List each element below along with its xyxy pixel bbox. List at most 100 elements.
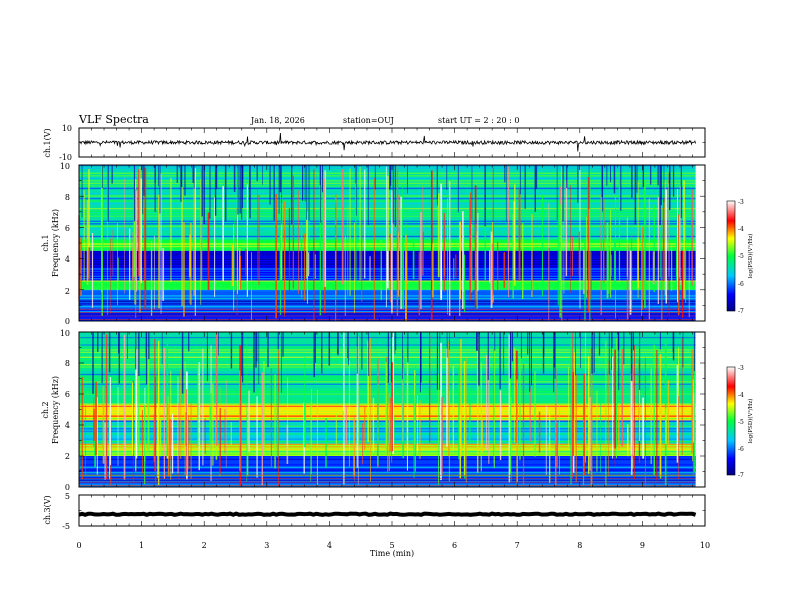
spectrogram-stripe: [79, 230, 696, 233]
spectrogram-stripe: [79, 202, 696, 205]
cb2-label: log(PSD)(V²/Hz): [747, 399, 754, 444]
ch3-ytick-top: 5: [65, 492, 70, 501]
ch2-spec-ytick-10: 10: [60, 329, 70, 338]
figure-title: VLF Spectra: [78, 113, 149, 126]
spectrogram-stripe: [79, 197, 696, 200]
spectrogram-stripe: [79, 316, 696, 318]
ch1-ytick-top: 10: [62, 124, 72, 133]
time-tick-label-1: 1: [139, 541, 144, 550]
spectrogram-stripe: [79, 170, 696, 172]
ch3-waveform-panel: 5 -5 ch.3(V): [43, 492, 706, 531]
ch1-spec-ytick-10: 10: [60, 162, 70, 171]
spectrogram-stripe: [79, 215, 696, 217]
time-tick-label-9: 9: [640, 541, 645, 550]
spectrogram-stripe: [79, 195, 696, 197]
ch1-spectrogram-yticks: 0 2 4 6 8 10: [60, 162, 70, 326]
time-tick-label-4: 4: [327, 541, 332, 550]
spectrogram-stripe: [79, 182, 696, 185]
spectrogram-stripe: [79, 210, 696, 212]
cb2-tick-m5: -5: [738, 419, 744, 426]
ch1-spectrogram-ticks: [78, 164, 706, 322]
spectrogram-stripe: [79, 245, 696, 248]
time-tick-label-8: 8: [577, 541, 582, 550]
spectrogram-stripe: [79, 339, 696, 341]
ch1-colorbar: -3 -4 -5 -6 -7 log(PSD)(V²/Hz): [726, 199, 754, 315]
ch1-axis-ticks: [78, 127, 706, 158]
spectrogram-stripe: [79, 289, 696, 292]
spectrogram-stripe: [79, 295, 696, 297]
ch1-spec-ytick-6: 6: [65, 224, 70, 233]
station-label: station=OUJ: [343, 116, 394, 125]
date-label: Jan. 18, 2026: [250, 116, 305, 125]
ch1-spec-ylabel-channel: ch.1: [41, 234, 50, 251]
ch1-spec-ytick-4: 4: [65, 255, 70, 264]
time-tick-label-3: 3: [264, 541, 269, 550]
spectrogram-stripe: [79, 180, 696, 182]
spectrogram-stripe: [79, 292, 696, 294]
ch2-spec-ytick-8: 8: [65, 359, 70, 368]
ch2-spec-ytick-4: 4: [65, 421, 70, 430]
spectrogram-stripe: [79, 220, 696, 223]
spectrogram-stripe: [79, 344, 696, 346]
spectrogram-stripe: [79, 167, 696, 169]
spectrogram-stripe: [79, 213, 696, 215]
spectrogram-stripe: [79, 341, 696, 344]
ch2-spectrogram-ticks: [78, 331, 706, 488]
spectrogram-stripe: [79, 248, 696, 250]
ch1-spec-ytick-0: 0: [65, 317, 70, 326]
cb1-label: log(PSD)(V²/Hz): [747, 234, 754, 279]
spectrogram-stripe: [79, 228, 696, 230]
ch2-spec-ylabel-channel: ch.2: [41, 401, 50, 418]
spectrogram-stripe: [79, 311, 696, 313]
spectrogram-stripe: [79, 172, 696, 174]
spectrogram-stripe: [79, 165, 696, 167]
time-axis-label: Time (min): [370, 549, 414, 558]
cb2-tick-m6: -6: [738, 446, 744, 453]
cb1-tick-m5: -5: [738, 253, 744, 260]
ch2-spectrogram-yticks: 0 2 4 6 8 10: [60, 329, 70, 492]
spectrogram-stripe: [79, 175, 696, 177]
spectrogram-stripe: [79, 185, 696, 187]
ch1-spec-ytick-2: 2: [65, 287, 70, 296]
ch1-ytick-bottom: -10: [59, 153, 72, 162]
spectrogram-stripe: [79, 190, 696, 192]
spectrogram-stripe: [79, 477, 696, 479]
spectrogram-stripe: [79, 205, 696, 207]
spectrogram-stripe: [79, 218, 696, 220]
ch1-spec-ytick-8: 8: [65, 193, 70, 202]
cb2-tick-m3: -3: [738, 365, 744, 372]
time-tick-label-2: 2: [202, 541, 207, 550]
cb1-tick-m7: -7: [738, 308, 744, 315]
spectrogram-stripe: [79, 233, 696, 235]
cb1-tick-m3: -3: [738, 199, 744, 206]
ch2-spec-ylabel-frequency: Frequency (kHz): [51, 376, 60, 444]
time-tick-label-5: 5: [389, 541, 394, 550]
ch3-ylabel: ch.3(V): [43, 495, 52, 524]
ch3-waveform-trace: [78, 511, 697, 517]
spectrogram-stripe: [79, 482, 696, 484]
spectrogram-stripe: [79, 238, 696, 240]
cb1-tick-m6: -6: [738, 281, 744, 288]
ch1-waveform-trace: [79, 132, 696, 152]
spectrogram-stripe: [79, 332, 696, 334]
start-time-label: start UT = 2 : 20 : 0: [438, 116, 519, 125]
time-tick-label-0: 0: [76, 541, 81, 550]
ch2-spectrogram-panel: 0 2 4 6 8 10 ch.2 Frequency (kHz): [41, 329, 706, 492]
spectrogram-stripe: [79, 334, 696, 336]
spectrogram-stripe: [79, 192, 696, 195]
spectrogram-stripe: [79, 187, 696, 190]
spectrogram-stripe: [79, 336, 696, 339]
ch1-spectrogram-image: [78, 165, 696, 321]
spectrogram-stripe: [79, 243, 696, 245]
ch1-spec-ylabel-frequency: Frequency (kHz): [51, 209, 60, 277]
spectrogram-stripe: [79, 305, 696, 308]
ch3-axis-ticks: [78, 494, 706, 527]
time-axis-tick-labels: 0 1 2 3 4 5 6 7 8 9 10: [76, 541, 710, 550]
spectrogram-stripe: [79, 471, 696, 474]
cb2-tick-m4: -4: [738, 392, 744, 399]
spectrogram-stripe: [79, 313, 696, 315]
ch2-spec-ytick-0: 0: [65, 483, 70, 492]
cb1-tick-m4: -4: [738, 226, 744, 233]
ch2-spectrogram-image: [79, 332, 696, 487]
